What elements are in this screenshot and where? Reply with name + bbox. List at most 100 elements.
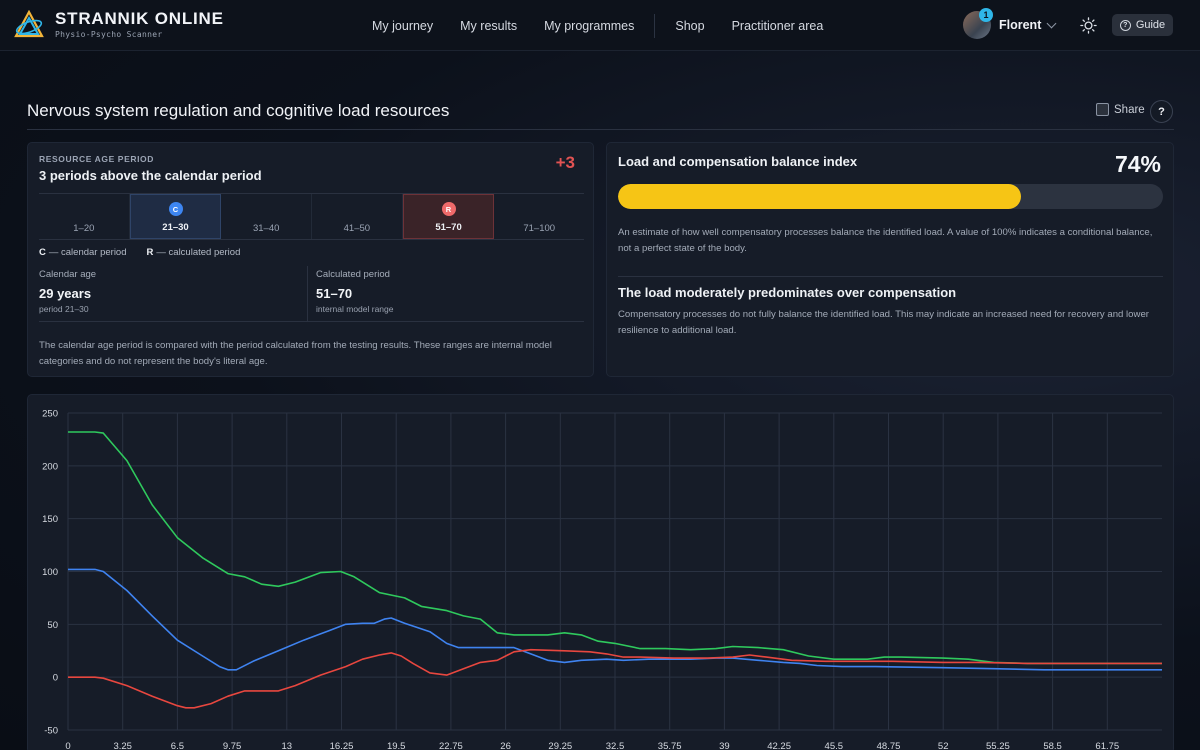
balance-progress-fill: [618, 184, 1022, 209]
period-label: 21–30: [162, 222, 189, 233]
x-tick-label: 9.75: [223, 741, 242, 750]
age-note: The calendar age period is compared with…: [39, 340, 552, 367]
period-label: 51–70: [435, 222, 462, 233]
stat-sub: internal model range: [316, 304, 394, 314]
x-tick-label: 32.5: [606, 741, 625, 750]
y-tick-label: 100: [42, 567, 58, 578]
balance-index-card: Load and compensation balance index 74% …: [606, 142, 1174, 377]
x-tick-label: 42.25: [767, 741, 791, 750]
stat-value: 51–70: [316, 286, 353, 301]
balance-sub-description: Compensatory processes do not fully bala…: [618, 309, 1149, 336]
avatar: 1: [963, 8, 993, 39]
top-navbar: STRANNIK ONLINE Physio-Psycho Scanner My…: [0, 0, 1200, 51]
page-title: Nervous system regulation and cognitive …: [27, 101, 450, 120]
stat-label: Calendar age: [39, 269, 97, 280]
x-tick-label: 16.25: [330, 741, 354, 750]
line-chart-card: -50 0 50 100 150 200 250 0 3.25 6.5 9.75 13 16.25 19.…: [27, 394, 1174, 750]
guide-button[interactable]: ? Guide: [1112, 14, 1173, 36]
card-eyebrow: RESOURCE AGE PERIOD: [39, 154, 154, 164]
sun-icon[interactable]: [1080, 17, 1097, 34]
balance-divider: [618, 276, 1163, 277]
period-51-70[interactable]: R 51–70: [402, 194, 495, 239]
nav-shop[interactable]: Shop: [675, 18, 705, 33]
period-71-100[interactable]: 71–100: [494, 194, 584, 239]
y-tick-label: 250: [42, 409, 58, 420]
period-label: 71–100: [523, 223, 556, 234]
x-tick-label: 52: [938, 741, 949, 750]
period-label: 31–40: [252, 223, 280, 234]
nav-my-journey[interactable]: My journey: [372, 18, 434, 33]
x-tick-label: 13: [282, 741, 293, 750]
nav-my-programmes[interactable]: My programmes: [544, 18, 635, 33]
stat-sub: period 21–30: [39, 304, 89, 314]
period-21-30[interactable]: C 21–30: [129, 194, 222, 239]
x-tick-label: 58.5: [1043, 741, 1062, 750]
x-tick-label: 19.5: [387, 741, 406, 750]
y-tick-label: 150: [42, 514, 58, 525]
period-31-40[interactable]: 31–40: [221, 194, 313, 239]
period-delta: +3: [555, 153, 575, 172]
notification-badge: 1: [979, 8, 993, 22]
period-label: 1–20: [73, 223, 95, 234]
legend-c-key: C: [39, 247, 46, 258]
balance-subtitle: The load moderately predominates over co…: [618, 285, 957, 300]
brand-subtitle: Physio-Psycho Scanner: [55, 30, 163, 39]
calculated-period-stat: Calculated period 51–70 internal model r…: [307, 266, 584, 321]
x-tick-label: 26: [500, 741, 511, 750]
share-toggle[interactable]: Share: [1096, 103, 1145, 116]
user-name: Florent: [999, 18, 1042, 32]
legend-calendar: C — calendar period: [39, 247, 137, 258]
user-menu[interactable]: 1 Florent: [963, 8, 1057, 39]
x-tick-label: 48.75: [877, 741, 901, 750]
balance-description: An estimate of how well compensatory pro…: [618, 227, 1153, 254]
y-tick-label: 200: [42, 461, 58, 472]
y-tick-label: -50: [44, 726, 58, 737]
legend-r-key: R: [146, 247, 154, 258]
resource-age-card: RESOURCE AGE PERIOD 3 periods above the …: [27, 142, 594, 377]
nav-divider: [654, 13, 656, 38]
period-scale: 1–20 C 21–30 31–40 41–50 R 51–70 71–100: [39, 193, 584, 240]
nav-my-results[interactable]: My results: [460, 18, 518, 33]
x-tick-label: 61.75: [1095, 741, 1119, 750]
period-label: 41–50: [343, 223, 371, 234]
y-tick-label: 0: [53, 673, 58, 684]
share-label: Share: [1114, 103, 1145, 116]
balance-progress-bar: [618, 184, 1163, 209]
line-chart: -50 0 50 100 150 200 250 0 3.25 6.5 9.75 13 16.25 19.…: [42, 409, 1162, 750]
help-button[interactable]: ?: [1150, 100, 1173, 123]
help-circle-icon: ?: [1119, 19, 1131, 31]
stat-value: 29 years: [39, 286, 92, 301]
period-1-20[interactable]: 1–20: [39, 194, 130, 239]
share-checkbox[interactable]: [1096, 103, 1109, 116]
y-tick-label: 50: [47, 620, 58, 631]
series-line-2: [68, 568, 1162, 671]
x-tick-label: 22.75: [439, 741, 463, 750]
x-tick-label: 39: [719, 741, 730, 750]
x-tick-label: 0: [65, 741, 70, 750]
age-stats: Calendar age 29 years period 21–30 Calcu…: [39, 266, 584, 322]
calendar-age-stat: Calendar age 29 years period 21–30: [39, 266, 307, 321]
nav-practitioner-area[interactable]: Practitioner area: [731, 18, 824, 33]
period-legend: C — calendar period R — calculated period: [39, 247, 260, 258]
balance-percent: 74%: [1114, 151, 1161, 177]
legend-r-text: — calculated period: [156, 247, 241, 258]
balance-title: Load and compensation balance index: [618, 154, 858, 169]
card-headline: 3 periods above the calendar period: [39, 168, 262, 183]
logo-icon[interactable]: [14, 10, 44, 40]
calculated-marker: R: [441, 202, 456, 216]
title-divider: [27, 129, 1174, 130]
legend-calculated: R — calculated period: [147, 247, 251, 258]
period-41-50[interactable]: 41–50: [312, 194, 403, 239]
main-nav: My journey My results My programmes Shop…: [372, 0, 850, 51]
x-tick-label: 45.5: [825, 741, 844, 750]
x-tick-label: 6.5: [171, 741, 184, 750]
legend-c-text: — calendar period: [48, 247, 127, 258]
stat-label: Calculated period: [316, 269, 390, 280]
series-line-1: [68, 431, 1162, 665]
x-tick-label: 35.75: [658, 741, 682, 750]
guide-label: Guide: [1135, 19, 1166, 31]
brand-name: STRANNIK ONLINE: [55, 9, 224, 28]
brand[interactable]: STRANNIK ONLINE Physio-Psycho Scanner: [55, 9, 224, 40]
x-tick-label: 55.25: [986, 741, 1010, 750]
calendar-marker: C: [168, 202, 183, 216]
